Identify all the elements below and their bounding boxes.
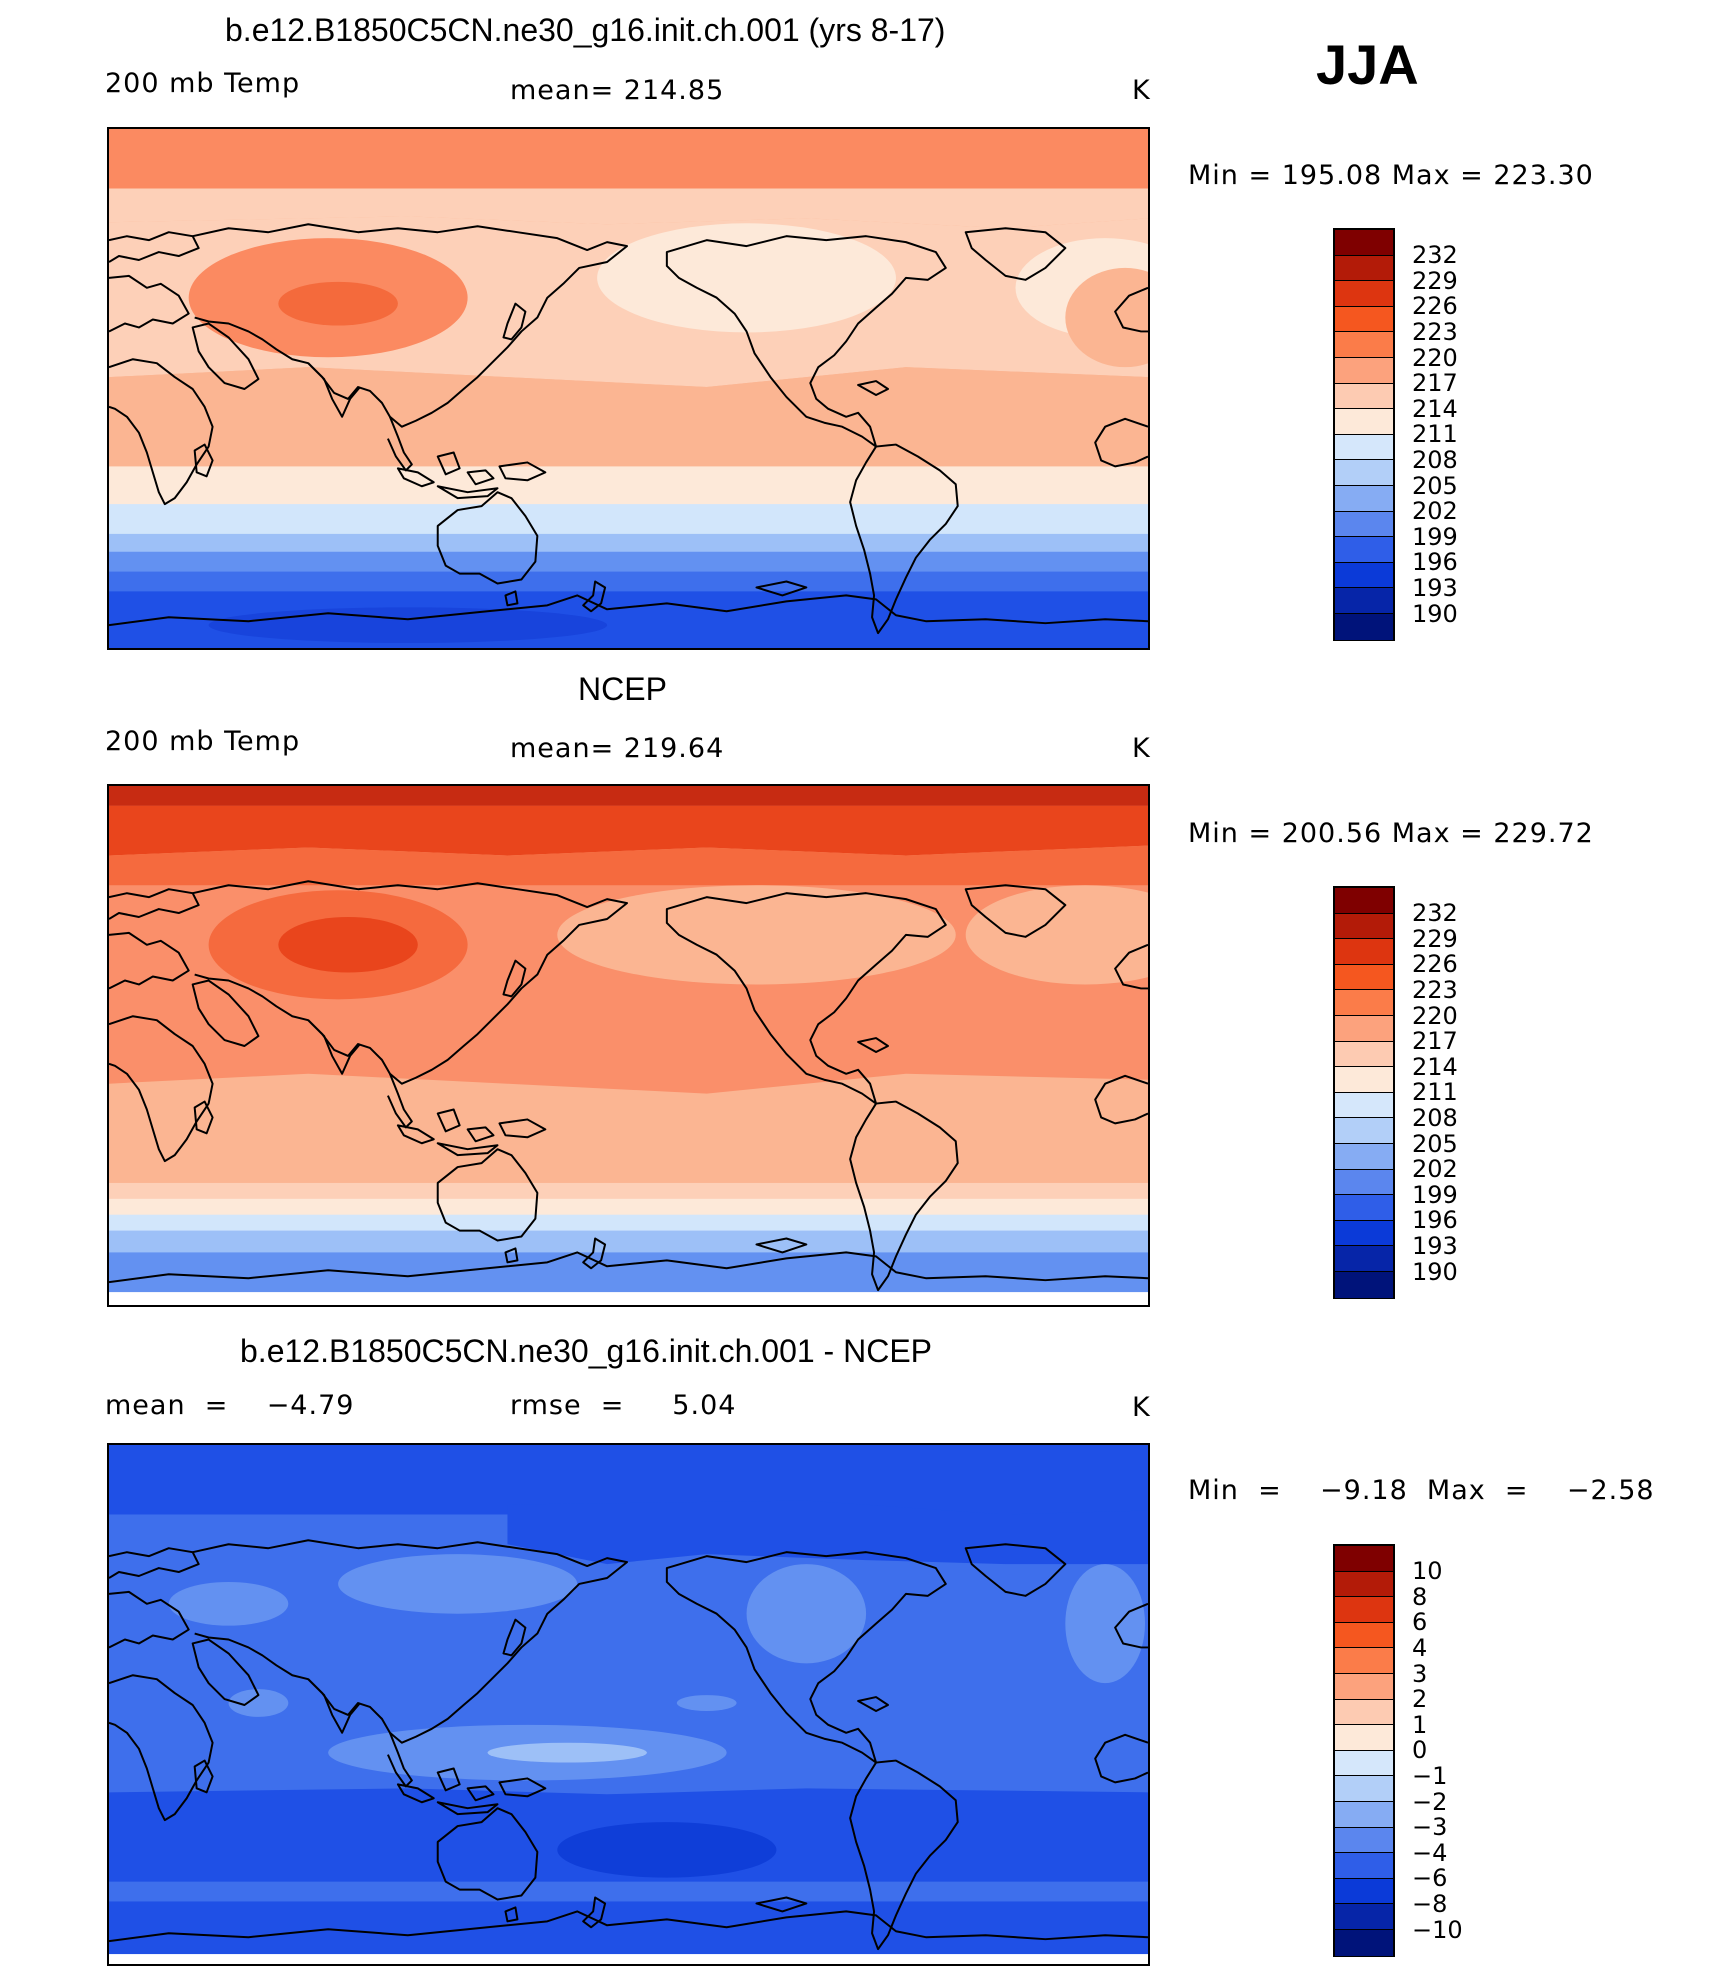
colorbar-tick-label: 208: [1412, 446, 1458, 474]
colorbar-tick-label: 10: [1412, 1557, 1443, 1585]
colorbar-tick-label: 190: [1412, 1258, 1458, 1286]
colorbar-tick-label: 205: [1412, 1130, 1458, 1158]
colorbar-tick-label: 214: [1412, 395, 1458, 423]
colorbar-tick-label: 223: [1412, 976, 1458, 1004]
colorbar-tick-label: 4: [1412, 1634, 1428, 1662]
colorbar-tick-label: −2: [1412, 1788, 1448, 1816]
colorbar-tick-label: 202: [1412, 1155, 1458, 1183]
colorbar-tick-label: 199: [1412, 1181, 1458, 1209]
colorbar-tick-label: 205: [1412, 472, 1458, 500]
panel-3-units-label: K: [1132, 1392, 1151, 1423]
colorbar-tick-label: 217: [1412, 369, 1458, 397]
colorbar-tick-label: −4: [1412, 1839, 1448, 1867]
panel-3-mean-label: mean = −4.79: [105, 1390, 355, 1421]
colorbar-tick-label: 232: [1412, 241, 1458, 269]
colorbar-tick-label: −6: [1412, 1864, 1448, 1892]
colorbar-tick-label: 214: [1412, 1053, 1458, 1081]
colorbar-tick-label: 2: [1412, 1685, 1428, 1713]
panel-3-title: b.e12.B1850C5CN.ne30_g16.init.ch.001 - N…: [240, 1333, 932, 1369]
panel-2-minmax: Min = 200.56 Max = 229.72: [1188, 818, 1594, 849]
panel-3-rmse-label: rmse = 5.04: [510, 1390, 737, 1421]
colorbar-tick-label: 193: [1412, 574, 1458, 602]
colorbar-tick-label: 0: [1412, 1736, 1428, 1764]
panel-2-title: NCEP: [578, 671, 667, 707]
panel-2-map: [107, 784, 1150, 1307]
colorbar-tick-label: 226: [1412, 292, 1458, 320]
colorbar-tick-label: 217: [1412, 1027, 1458, 1055]
season-label: JJA: [1316, 33, 1419, 96]
colorbar-tick-label: 199: [1412, 523, 1458, 551]
panel-2-variable-label: 200 mb Temp: [105, 726, 301, 757]
colorbar-tick-label: 190: [1412, 600, 1458, 628]
panel-1-minmax: Min = 195.08 Max = 223.30: [1188, 160, 1594, 191]
colorbar-tick-label: 211: [1412, 420, 1458, 448]
colorbar-tick-label: −10: [1412, 1916, 1463, 1944]
panel-3-map-svg: [109, 1445, 1148, 1964]
panel-1-mean-label: mean= 214.85: [510, 75, 725, 106]
panel-1-variable-label: 200 mb Temp: [105, 68, 301, 99]
panel-2-units-label: K: [1132, 733, 1151, 764]
colorbar-tick-label: 220: [1412, 1002, 1458, 1030]
colorbar-tick-label: 1: [1412, 1711, 1428, 1739]
colorbar-tick-label: −1: [1412, 1762, 1448, 1790]
colorbar-tick-label: −3: [1412, 1813, 1448, 1841]
panel-1-units-label: K: [1132, 75, 1151, 106]
colorbar-tick-label: 211: [1412, 1078, 1458, 1106]
colorbar-tick-label: 193: [1412, 1232, 1458, 1260]
colorbar-tick-label: 3: [1412, 1660, 1428, 1688]
colorbar-tick-label: 229: [1412, 267, 1458, 295]
panel-1-colorbar: [1333, 228, 1395, 641]
colorbar-tick-label: 196: [1412, 548, 1458, 576]
colorbar-tick-label: 208: [1412, 1104, 1458, 1132]
panel-3-map: [107, 1443, 1150, 1966]
panel-2-mean-label: mean= 219.64: [510, 733, 725, 764]
panel-1-map-svg: [109, 129, 1148, 648]
colorbar-tick-label: 6: [1412, 1608, 1428, 1636]
panel-1-map: [107, 127, 1150, 650]
colorbar-tick-label: 8: [1412, 1583, 1428, 1611]
colorbar-tick-label: 202: [1412, 497, 1458, 525]
colorbar-tick-label: 226: [1412, 950, 1458, 978]
colorbar-tick-label: 220: [1412, 344, 1458, 372]
panel-3-minmax: Min = −9.18 Max = −2.58: [1188, 1475, 1655, 1506]
panel-1-title: b.e12.B1850C5CN.ne30_g16.init.ch.001 (yr…: [225, 12, 946, 48]
colorbar-tick-label: 223: [1412, 318, 1458, 346]
panel-2-colorbar: [1333, 886, 1395, 1299]
colorbar-tick-label: −8: [1412, 1890, 1448, 1918]
panel-2-map-svg: [109, 786, 1148, 1305]
panel-3-colorbar: [1333, 1544, 1395, 1957]
colorbar-tick-label: 232: [1412, 899, 1458, 927]
colorbar-tick-label: 229: [1412, 925, 1458, 953]
colorbar-tick-label: 196: [1412, 1206, 1458, 1234]
